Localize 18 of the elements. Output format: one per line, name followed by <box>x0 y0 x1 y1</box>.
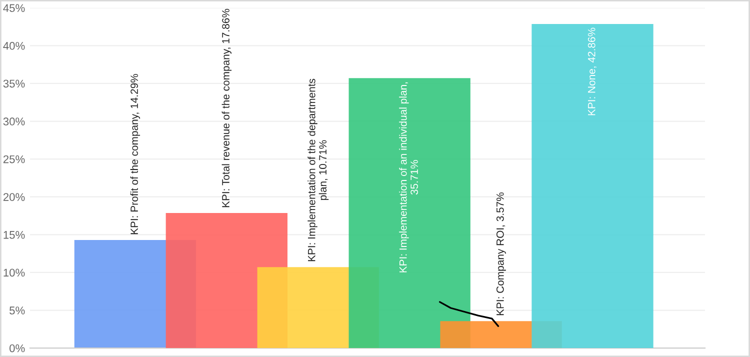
y-tick-label: 10% <box>4 268 25 277</box>
y-tick-label: 20% <box>3 193 25 201</box>
y-tick-label: 15% <box>4 230 25 239</box>
bar <box>348 78 470 348</box>
y-tick-label: 45% <box>3 4 25 12</box>
y-tick-label: 40% <box>3 42 25 50</box>
y-tick-label: 25% <box>3 155 25 164</box>
data-label: KPI: Company ROI, 3.57% <box>496 192 506 316</box>
y-tick-label: 35% <box>3 80 25 88</box>
y-tick-label: 5% <box>10 306 25 314</box>
data-label: KPI: Implementation of an individual plan, 35.71% <box>399 82 418 272</box>
data-label: KPI: Implementation of the departments plan, 10.71% <box>308 78 329 262</box>
y-tick-label: 30% <box>3 118 25 126</box>
data-label: KPI: Profit of the company, 14.29% <box>130 74 140 234</box>
bar <box>532 24 654 348</box>
y-tick-label: 0% <box>10 344 25 352</box>
data-label: KPI: None, 42.86% <box>588 28 597 116</box>
data-label: KPI: Total revenue of the company, 17.86% <box>222 8 232 208</box>
